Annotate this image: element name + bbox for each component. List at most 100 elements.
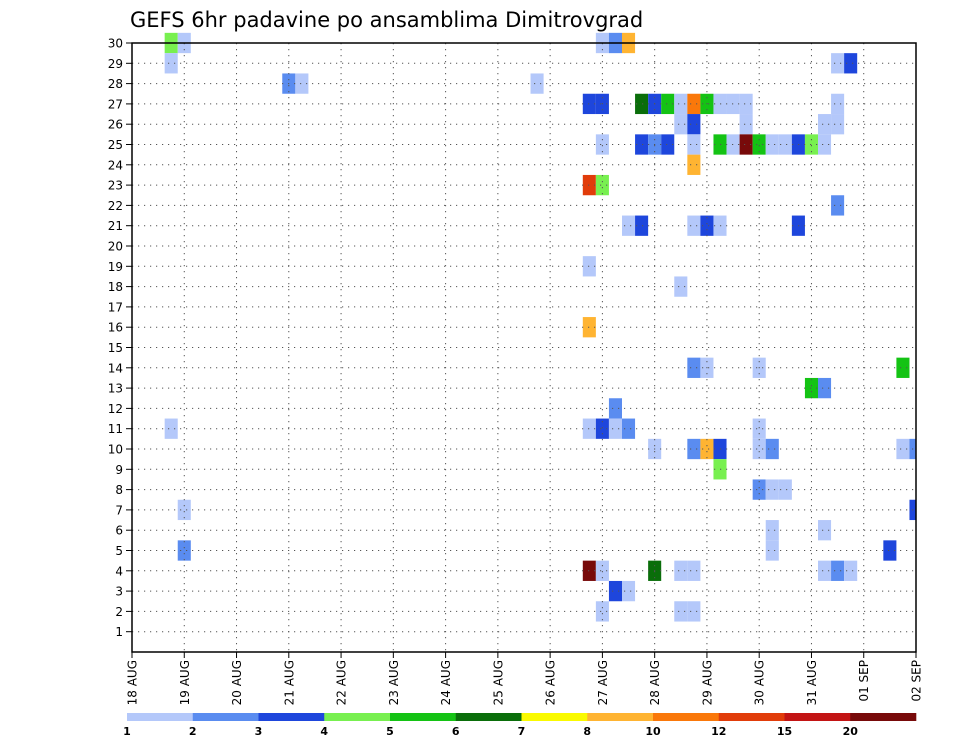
heatmap-cell [582,317,596,338]
y-tick-label: 23 [108,179,123,193]
heatmap-cell [765,540,779,561]
y-tick-label: 17 [108,300,123,314]
x-tick-label: 02 SEP [910,660,924,702]
heatmap-cell [778,479,792,500]
heatmap-cell [687,601,701,622]
heatmap-cell [831,560,845,581]
heatmap-cell [818,134,832,155]
heatmap-cell [674,93,688,115]
heatmap-cell [687,560,701,581]
x-tick-label: 27 AUG [596,660,610,705]
heatmap-cell [818,114,832,135]
heatmap-cell [752,418,766,439]
heatmap-cell [818,520,832,541]
x-tick-label: 25 AUG [491,660,505,705]
y-tick-label: 24 [108,158,123,172]
colorbar-label: 10 [645,725,661,738]
y-tick-label: 18 [108,280,123,294]
y-tick-label: 22 [108,199,123,213]
y-tick-label: 4 [115,564,123,578]
x-tick-label: 24 AUG [439,660,453,705]
heatmap-cell [844,53,858,74]
heatmap-cell [687,438,701,460]
colorbar-label: 1 [123,725,131,738]
x-axis-ticks: 18 AUG 19 AUG 20 AUG 21 AUG 22 AUG 23 AUG 24 A… [126,652,924,705]
heatmap-cell [883,540,897,561]
x-tick-label: 31 AUG [805,660,819,705]
heatmap-cell [896,357,910,378]
x-tick-label: 19 AUG [178,660,192,705]
heatmap-cell [674,276,688,297]
heatmap-cell [687,93,701,115]
colorbar-swatch [784,713,851,721]
heatmap-cell [778,134,792,155]
heatmap-cell [177,540,191,561]
y-tick-label: 9 [115,463,123,477]
y-tick-label: 8 [115,483,123,497]
colorbar-label: 2 [189,725,197,738]
y-tick-label: 10 [108,443,123,457]
heatmap-cell [622,580,636,602]
y-tick-label: 29 [108,57,123,71]
heatmap-cell [687,114,701,135]
heatmap-cell [177,499,191,521]
y-tick-label: 28 [108,77,123,91]
colorbar-swatch [258,713,325,721]
y-tick-label: 3 [115,585,123,599]
y-tick-label: 16 [108,321,123,335]
x-tick-label: 23 AUG [387,660,401,705]
heatmap-cell [739,134,753,155]
chart-title: GEFS 6hr padavine po ansamblima Dimitrov… [130,8,643,32]
heatmap-cell [831,93,845,115]
heatmap-cell [804,377,818,399]
heatmap-cell [896,438,910,460]
y-tick-label: 12 [108,402,123,416]
heatmap-cell [818,560,832,581]
heatmap-cell [164,53,178,74]
heatmap-cell [608,398,622,419]
heatmap-cell [765,520,779,541]
heatmap-cell [752,134,766,155]
heatmap-cell [674,560,688,581]
heatmap-cell [595,601,609,622]
heatmap-cell [595,560,609,581]
colorbar-swatch [455,713,522,721]
heatmap-cell [752,479,766,500]
y-tick-label: 13 [108,382,123,396]
colorbar-swatch [850,713,917,721]
y-tick-label: 2 [115,605,123,619]
y-tick-label: 25 [108,138,123,152]
y-axis-ticks: 1234567891011121314151617181920212223242… [108,37,132,639]
y-tick-label: 15 [108,341,123,355]
x-tick-label: 21 AUG [282,660,296,705]
heatmap-cell [295,73,309,94]
heatmap-cell [164,418,178,439]
heatmap-cell [765,438,779,460]
colorbar-swatch [192,713,259,721]
x-tick-label: 29 AUG [700,660,714,705]
heatmap-cell [804,134,818,155]
heatmap-cell [595,134,609,155]
colorbar-label: 12 [711,725,726,738]
heatmap-cell [595,174,609,196]
colorbar-swatch [521,713,588,721]
heatmap-cell [622,418,636,439]
heatmap-cell [674,114,688,135]
heatmap-cell [635,93,649,115]
heatmap-cell [687,357,701,378]
heatmap-cell [582,174,596,196]
heatmap-cell [687,215,701,236]
heatmap-cell [582,560,596,581]
heatmap-cell [831,114,845,135]
heatmap-cell [661,134,675,155]
y-tick-label: 19 [108,260,123,274]
heatmap-cell [635,215,649,236]
colorbar-swatch [324,713,391,721]
y-tick-label: 27 [108,97,123,111]
heatmap-cell [687,134,701,155]
y-tick-label: 6 [115,524,123,538]
heatmap-cell [700,438,714,460]
colorbar-label: 3 [255,725,263,738]
colorbar-label: 7 [518,725,526,738]
heatmap-cell [622,215,636,236]
